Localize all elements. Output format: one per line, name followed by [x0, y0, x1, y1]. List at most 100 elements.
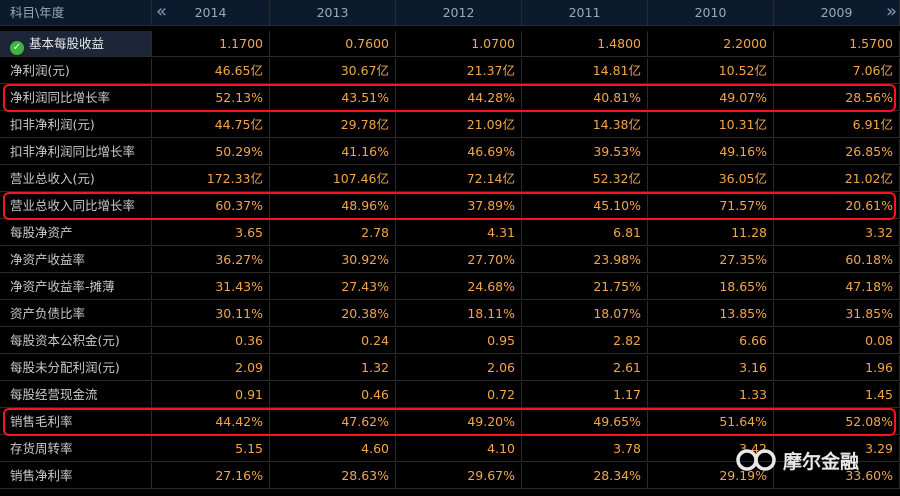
- table-row[interactable]: 净资产收益率 36.27% 30.92% 27.70% 23.98% 27.35% 60.1…: [0, 247, 900, 274]
- value-cell: 7.06亿: [774, 58, 900, 84]
- value-cell: 6.66: [648, 328, 774, 354]
- year-header[interactable]: 2014: [152, 0, 270, 26]
- value-cell: 0.36: [152, 328, 270, 354]
- table-row[interactable]: 每股未分配利润(元) 2.09 1.32 2.06 2.61 3.16 1.96: [0, 355, 900, 382]
- table-row[interactable]: 营业总收入同比增长率 60.37% 48.96% 37.89% 45.10% 71.57%…: [0, 193, 900, 220]
- value-cell: 6.91亿: [774, 112, 900, 138]
- watermark-text: 摩尔金融: [783, 450, 860, 473]
- value-cell: 13.85%: [648, 301, 774, 327]
- row-label: 营业总收入(元): [0, 166, 152, 192]
- row-label-text: 每股未分配利润(元): [10, 360, 120, 375]
- value-cell: 11.28: [648, 220, 774, 246]
- prev-years-icon[interactable]: «: [156, 1, 168, 22]
- value-cell: 1.33: [648, 382, 774, 408]
- value-cell: 46.69%: [396, 139, 522, 165]
- value-cell: 52.08%: [774, 409, 900, 435]
- row-label: 扣非净利润同比增长率: [0, 139, 152, 165]
- year-header[interactable]: 2011: [522, 0, 648, 26]
- value-cell: 21.09亿: [396, 112, 522, 138]
- value-cell: 36.27%: [152, 247, 270, 273]
- value-cell: 2.2000: [648, 31, 774, 57]
- value-cell: 2.78: [270, 220, 396, 246]
- value-cell: 0.91: [152, 382, 270, 408]
- row-label: 扣非净利润(元): [0, 112, 152, 138]
- value-cell: 71.57%: [648, 193, 774, 219]
- row-label-text: 净利润(元): [10, 63, 70, 78]
- check-icon: ✓: [10, 41, 24, 55]
- watermark: 摩尔金融: [735, 440, 859, 480]
- year-header[interactable]: 2013: [270, 0, 396, 26]
- value-cell: 1.0700: [396, 31, 522, 57]
- row-label-text: 净利润同比增长率: [10, 90, 111, 105]
- value-cell: 21.75%: [522, 274, 648, 300]
- value-cell: 72.14亿: [396, 166, 522, 192]
- value-cell: 172.33亿: [152, 166, 270, 192]
- value-cell: 21.37亿: [396, 58, 522, 84]
- row-label: 销售净利率: [0, 463, 152, 489]
- table-row[interactable]: 资产负债比率 30.11% 20.38% 18.11% 18.07% 13.85% 31.8…: [0, 301, 900, 328]
- value-cell: 40.81%: [522, 85, 648, 111]
- value-cell: 30.67亿: [270, 58, 396, 84]
- row-label-text: 营业总收入(元): [10, 171, 95, 186]
- value-cell: 3.65: [152, 220, 270, 246]
- value-cell: 41.16%: [270, 139, 396, 165]
- corner-label: 科目\年度: [0, 0, 152, 26]
- value-cell: 29.78亿: [270, 112, 396, 138]
- value-cell: 36.05亿: [648, 166, 774, 192]
- row-label: 存货周转率: [0, 436, 152, 462]
- value-cell: 18.11%: [396, 301, 522, 327]
- table-row[interactable]: 每股经营现金流 0.91 0.46 0.72 1.17 1.33 1.45: [0, 382, 900, 409]
- value-cell: 37.89%: [396, 193, 522, 219]
- table-row[interactable]: 销售毛利率 44.42% 47.62% 49.20% 49.65% 51.64% 52.08…: [0, 409, 900, 436]
- value-cell: 60.18%: [774, 247, 900, 273]
- row-label-text: 基本每股收益: [29, 36, 105, 51]
- value-cell: 0.24: [270, 328, 396, 354]
- row-label-text: 扣非净利润(元): [10, 117, 95, 132]
- value-cell: 27.16%: [152, 463, 270, 489]
- year-header[interactable]: 2009: [774, 0, 900, 26]
- value-cell: 4.60: [270, 436, 396, 462]
- table-row[interactable]: 每股资本公积金(元) 0.36 0.24 0.95 2.82 6.66 0.08: [0, 328, 900, 355]
- value-cell: 27.70%: [396, 247, 522, 273]
- table-header: 科目\年度 2014 2013 2012 2011 2010 2009 « »: [0, 0, 900, 27]
- value-cell: 1.17: [522, 382, 648, 408]
- table-row[interactable]: 净利润(元) 46.65亿 30.67亿 21.37亿 14.81亿 10.52亿 7.06…: [0, 58, 900, 85]
- table-row[interactable]: 扣非净利润(元) 44.75亿 29.78亿 21.09亿 14.38亿 10.31亿 6.…: [0, 112, 900, 139]
- table-row[interactable]: 每股净资产 3.65 2.78 4.31 6.81 11.28 3.32: [0, 220, 900, 247]
- row-label-text: 净资产收益率: [10, 252, 86, 267]
- value-cell: 3.32: [774, 220, 900, 246]
- year-header[interactable]: 2010: [648, 0, 774, 26]
- value-cell: 28.34%: [522, 463, 648, 489]
- value-cell: 3.16: [648, 355, 774, 381]
- value-cell: 51.64%: [648, 409, 774, 435]
- value-cell: 0.08: [774, 328, 900, 354]
- value-cell: 1.32: [270, 355, 396, 381]
- row-label: 净利润(元): [0, 58, 152, 84]
- next-years-icon[interactable]: »: [886, 1, 898, 22]
- table-row[interactable]: ✓ 基本每股收益 1.1700 0.7600 1.0700 1.4800 2.2000 1.5…: [0, 31, 900, 58]
- value-cell: 43.51%: [270, 85, 396, 111]
- value-cell: 2.61: [522, 355, 648, 381]
- value-cell: 47.62%: [270, 409, 396, 435]
- value-cell: 52.32亿: [522, 166, 648, 192]
- table-row[interactable]: 净资产收益率-摊薄 31.43% 27.43% 24.68% 21.75% 18.65% 4…: [0, 274, 900, 301]
- row-label-text: 销售净利率: [10, 468, 73, 483]
- value-cell: 26.85%: [774, 139, 900, 165]
- value-cell: 49.65%: [522, 409, 648, 435]
- value-cell: 28.63%: [270, 463, 396, 489]
- year-header[interactable]: 2012: [396, 0, 522, 26]
- table-row[interactable]: 净利润同比增长率 52.13% 43.51% 44.28% 40.81% 49.07% 28…: [0, 85, 900, 112]
- value-cell: 2.06: [396, 355, 522, 381]
- table-row[interactable]: 扣非净利润同比增长率 50.29% 41.16% 46.69% 39.53% 49.16%…: [0, 139, 900, 166]
- row-label-text: 销售毛利率: [10, 414, 73, 429]
- value-cell: 107.46亿: [270, 166, 396, 192]
- row-label: 净资产收益率: [0, 247, 152, 273]
- value-cell: 0.46: [270, 382, 396, 408]
- value-cell: 24.68%: [396, 274, 522, 300]
- value-cell: 49.16%: [648, 139, 774, 165]
- value-cell: 1.1700: [152, 31, 270, 57]
- table-row[interactable]: 营业总收入(元) 172.33亿 107.46亿 72.14亿 52.32亿 36.05亿…: [0, 166, 900, 193]
- value-cell: 1.96: [774, 355, 900, 381]
- row-label: 净利润同比增长率: [0, 85, 152, 111]
- table-row[interactable]: 销售净利率 27.16% 28.63% 29.67% 28.34% 29.19% 33.60…: [0, 463, 900, 490]
